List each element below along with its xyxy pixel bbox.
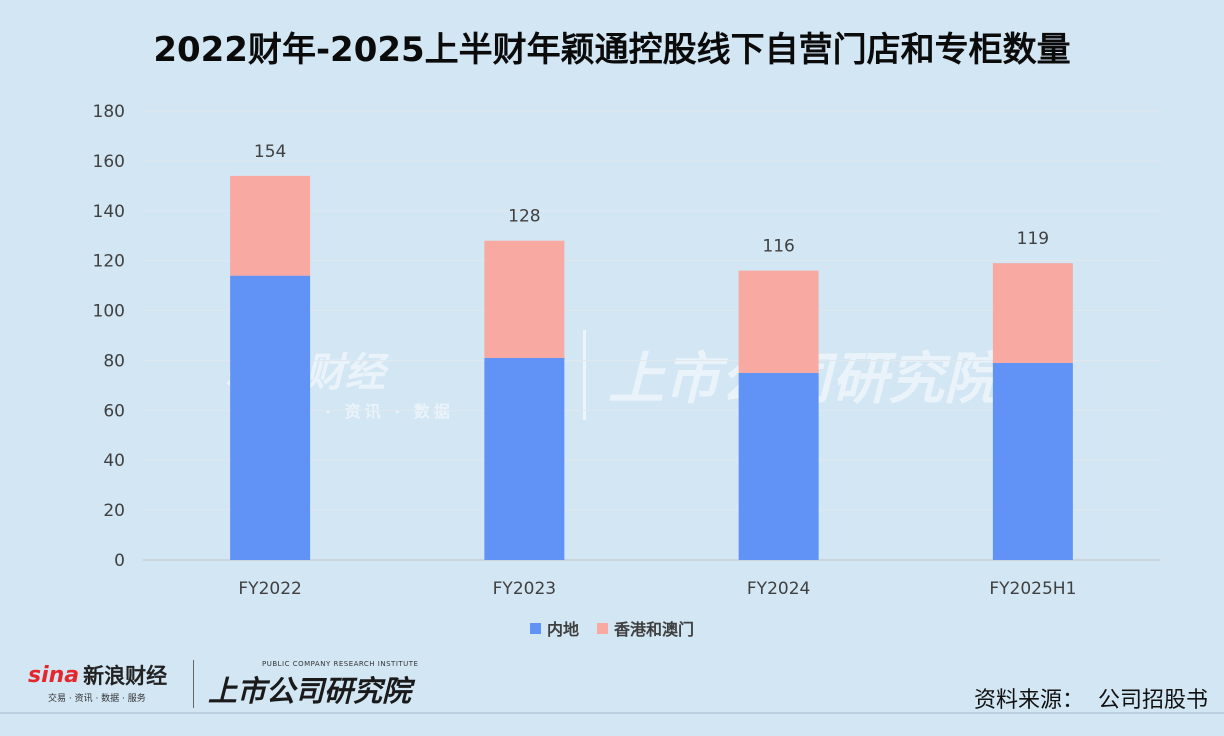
bar-segment-hk-macau bbox=[738, 270, 819, 373]
total-data-label: 119 bbox=[1017, 229, 1049, 249]
x-tick-label: FY2024 bbox=[747, 579, 810, 599]
data-source: 资料来源： 公司招股书 bbox=[974, 688, 1208, 713]
bar-segment-hk-macau bbox=[992, 263, 1073, 363]
y-tick-label: 20 bbox=[103, 501, 125, 521]
bar-segment-mainland bbox=[230, 275, 311, 560]
legend-label-mainland: 内地 bbox=[546, 620, 579, 639]
x-tick-label: FY2025H1 bbox=[989, 579, 1076, 599]
footer-divider bbox=[0, 712, 1224, 714]
sina-finance-tagline: 交易 · 资讯 · 数据 · 服务 bbox=[48, 694, 146, 704]
research-institute-english: PUBLIC COMPANY RESEARCH INSTITUTE bbox=[262, 660, 419, 668]
total-data-label: 116 bbox=[762, 237, 794, 257]
sina-finance-name: 新浪财经 bbox=[83, 664, 168, 688]
legend-item-hk-macau: 香港和澳门 bbox=[597, 616, 694, 640]
chart-title: 2022财年-2025上半财年颖通控股线下自营门店和专柜数量 bbox=[153, 30, 1071, 70]
total-data-label: 154 bbox=[254, 142, 286, 162]
y-tick-label: 180 bbox=[93, 102, 125, 122]
research-institute-logo: PUBLIC COMPANY RESEARCH INSTITUTE 上市公司研究… bbox=[208, 660, 418, 708]
sina-finance-logo: sina 新浪财经 交易 · 资讯 · 数据 · 服务 bbox=[28, 660, 168, 705]
y-tick-label: 40 bbox=[103, 451, 125, 471]
bar-segment-mainland bbox=[738, 372, 819, 560]
y-tick-label: 140 bbox=[93, 202, 125, 222]
legend-label-hk-macau: 香港和澳门 bbox=[614, 620, 695, 639]
y-tick-label: 60 bbox=[103, 401, 125, 421]
legend-swatch-hk-macau bbox=[597, 622, 608, 634]
bar-segment-mainland bbox=[992, 362, 1073, 560]
y-tick-label: 100 bbox=[93, 302, 125, 322]
research-institute-name: 上市公司研究院 bbox=[208, 674, 412, 708]
x-tick-label: FY2023 bbox=[493, 579, 556, 599]
y-tick-label: 120 bbox=[93, 252, 125, 272]
legend-swatch-mainland bbox=[529, 622, 541, 634]
legend: 内地 香港和澳门 bbox=[0, 616, 1224, 640]
watermark-divider bbox=[583, 330, 586, 420]
legend-item-mainland: 内地 bbox=[529, 616, 579, 640]
y-tick-label: 0 bbox=[114, 551, 125, 571]
x-tick-label: FY2022 bbox=[238, 579, 301, 599]
sina-eye-logo-icon: sina bbox=[28, 662, 80, 688]
total-data-label: 128 bbox=[508, 207, 540, 227]
bar-segment-hk-macau bbox=[484, 240, 565, 358]
y-tick-label: 160 bbox=[93, 152, 125, 172]
y-tick-label: 80 bbox=[103, 351, 125, 371]
bar-segment-mainland bbox=[484, 357, 565, 560]
logo-divider bbox=[193, 660, 194, 708]
bar-segment-hk-macau bbox=[230, 175, 311, 276]
